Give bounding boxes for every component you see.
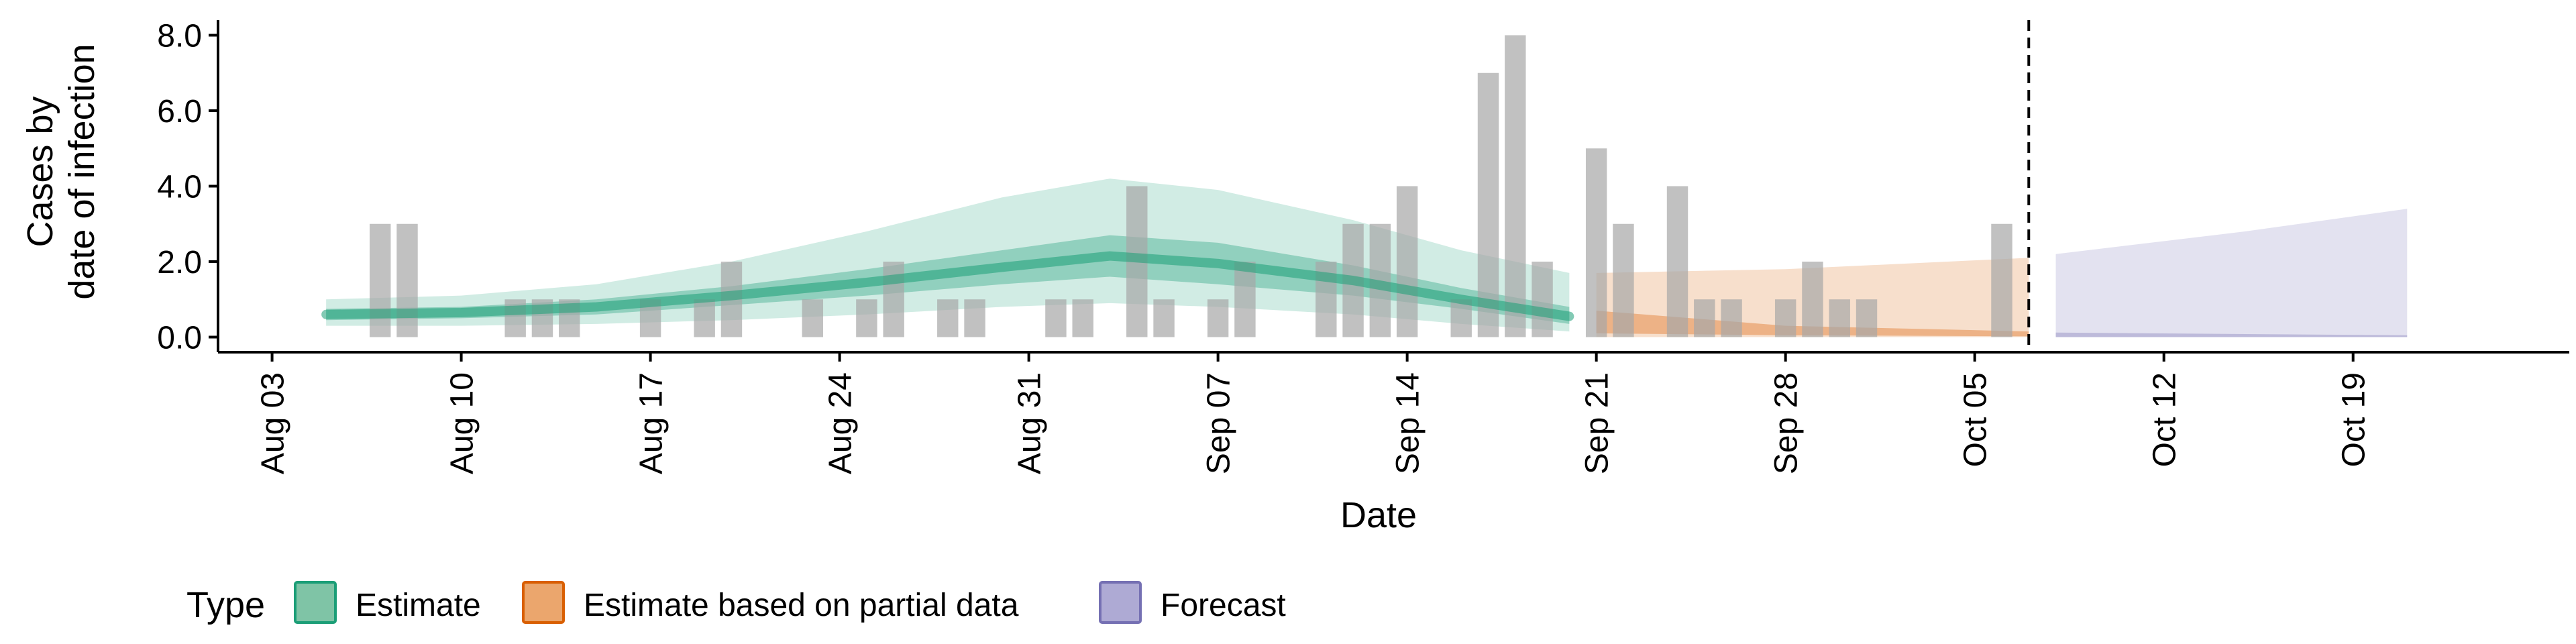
case-bar bbox=[1856, 299, 1878, 337]
case-bar bbox=[1721, 299, 1742, 337]
x-tick-label: Aug 31 bbox=[1012, 372, 1048, 474]
legend-swatch bbox=[294, 581, 337, 624]
case-bar bbox=[1207, 299, 1229, 337]
bar-layer bbox=[370, 35, 2012, 337]
case-bar bbox=[802, 299, 824, 337]
y-tick-label: 8.0 bbox=[157, 19, 202, 54]
case-bar bbox=[856, 299, 877, 337]
x-tick-label: Oct 05 bbox=[1958, 372, 1994, 467]
x-tick-label: Aug 17 bbox=[634, 372, 669, 474]
case-bar bbox=[1505, 35, 1526, 337]
case-bar bbox=[1477, 72, 1499, 337]
x-axis-title: Date bbox=[1340, 495, 1417, 535]
legend-label: Forecast bbox=[1161, 588, 1286, 623]
case-bar bbox=[1585, 148, 1607, 337]
ribbon-90-estimate bbox=[326, 178, 1570, 332]
case-bar bbox=[1613, 223, 1634, 337]
case-bar bbox=[1991, 223, 2012, 337]
legend-swatch bbox=[1099, 581, 1142, 624]
case-bar bbox=[1045, 299, 1067, 337]
case-bar bbox=[964, 299, 985, 337]
case-bar bbox=[883, 262, 904, 337]
case-bar bbox=[1829, 299, 1850, 337]
estimate-median-line bbox=[321, 251, 1574, 321]
ribbon-50-forecast bbox=[2055, 332, 2408, 337]
case-bar bbox=[1072, 299, 1093, 337]
x-tick-label: Aug 03 bbox=[256, 372, 291, 474]
case-bar bbox=[1802, 262, 1823, 337]
case-bar bbox=[1774, 299, 1796, 337]
case-bar bbox=[1694, 299, 1715, 337]
x-tick-label: Sep 07 bbox=[1201, 372, 1237, 474]
case-bar bbox=[694, 299, 715, 337]
y-tick-label: 0.0 bbox=[157, 321, 202, 356]
case-bar bbox=[1532, 262, 1553, 337]
x-tick-label: Sep 14 bbox=[1391, 372, 1426, 474]
median-layer bbox=[321, 251, 1574, 321]
y-axis-title-line-2: date of infection bbox=[62, 44, 102, 299]
legend-title: Type bbox=[186, 585, 265, 625]
case-bar bbox=[1234, 262, 1256, 337]
ribbon-layer bbox=[326, 178, 2408, 337]
legend-label: Estimate based on partial data bbox=[584, 588, 1019, 623]
case-bar bbox=[1666, 186, 1688, 337]
x-tick-label: Oct 19 bbox=[2337, 372, 2372, 467]
case-bar bbox=[937, 299, 959, 337]
legend: Type Estimate Estimate based on partial d… bbox=[186, 581, 1286, 625]
x-tick-label: Aug 24 bbox=[823, 372, 859, 474]
axes: 0.0 2.0 4.0 6.0 8.0 Aug 03 Aug 10 Aug 17 Aug 24 A… bbox=[157, 19, 2569, 474]
case-bar bbox=[1153, 299, 1175, 337]
legend-swatch bbox=[522, 581, 565, 624]
x-tick-label: Sep 21 bbox=[1580, 372, 1615, 474]
case-bar bbox=[396, 223, 418, 337]
case-bar bbox=[1450, 299, 1472, 337]
y-tick-label: 6.0 bbox=[157, 94, 202, 129]
case-bar bbox=[504, 299, 526, 337]
ribbon-90-forecast bbox=[2055, 209, 2408, 337]
y-tick-label: 4.0 bbox=[157, 170, 202, 205]
case-bar bbox=[370, 223, 391, 337]
x-tick-label: Sep 28 bbox=[1769, 372, 1805, 474]
legend-label: Estimate bbox=[356, 588, 481, 623]
y-tick-label: 2.0 bbox=[157, 245, 202, 280]
case-bar bbox=[1396, 186, 1418, 337]
y-axis-title-line-1: Cases by bbox=[20, 96, 60, 247]
x-tick-label: Aug 10 bbox=[445, 372, 480, 474]
x-tick-label: Oct 12 bbox=[2147, 372, 2183, 467]
